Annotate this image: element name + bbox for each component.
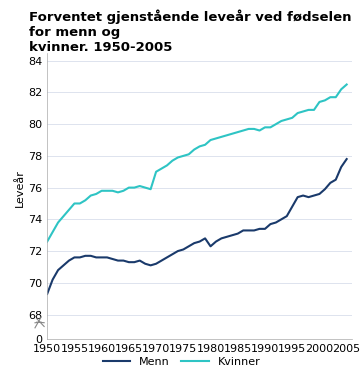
Legend: Menn, Kvinner: Menn, Kvinner bbox=[98, 352, 265, 371]
Menn bbox=[45, 292, 49, 296]
Menn bbox=[50, 277, 55, 282]
Kvinner bbox=[344, 82, 349, 87]
Kvinner bbox=[50, 230, 55, 234]
Menn bbox=[274, 220, 278, 225]
Menn bbox=[230, 233, 234, 238]
Y-axis label: Leveår: Leveår bbox=[15, 169, 25, 207]
Menn bbox=[214, 239, 218, 244]
Text: Forventet gjenstående leveår ved fødselen for menn og
kvinner. 1950-2005: Forventet gjenstående leveår ved fødsele… bbox=[29, 9, 351, 54]
Line: Kvinner: Kvinner bbox=[47, 84, 347, 242]
Kvinner bbox=[274, 122, 278, 126]
Line: Menn: Menn bbox=[47, 159, 347, 294]
Kvinner bbox=[154, 170, 158, 174]
Kvinner bbox=[230, 132, 234, 136]
Kvinner bbox=[241, 128, 245, 133]
Menn bbox=[241, 228, 245, 233]
Kvinner bbox=[45, 239, 49, 244]
Menn bbox=[154, 262, 158, 266]
Menn bbox=[344, 157, 349, 161]
Kvinner bbox=[214, 136, 218, 141]
